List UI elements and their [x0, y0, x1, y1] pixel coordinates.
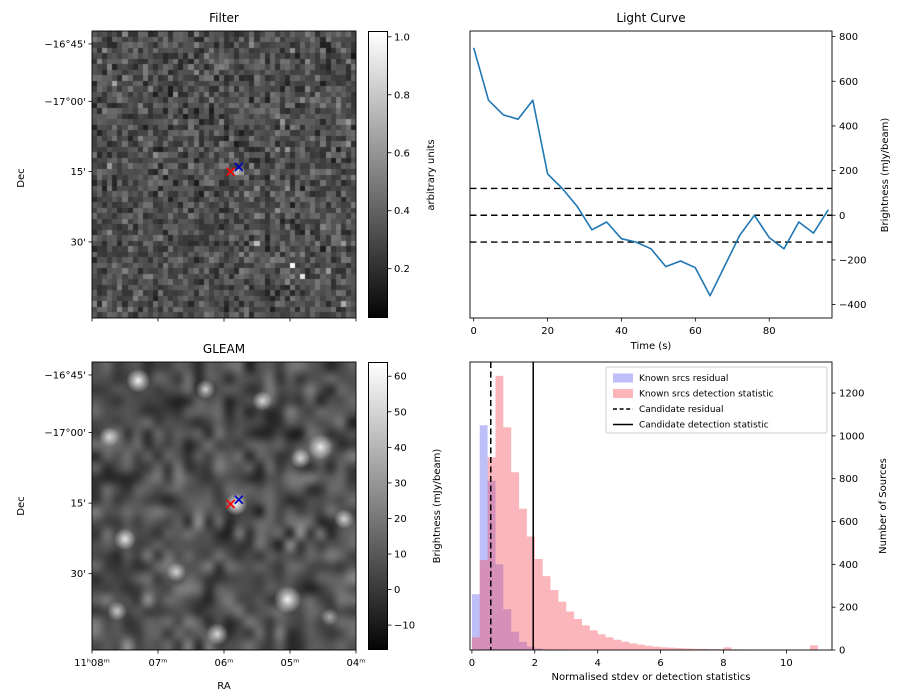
hist-ytick-label: 200 [839, 603, 858, 614]
gleam-cbar-tick-label: 40 [394, 443, 407, 454]
filter-marker-x [234, 162, 244, 172]
legend-label: Known srcs detection statistic [639, 390, 774, 400]
gleam-cbar-tick-label: 0 [394, 585, 400, 596]
arbitrary-units-label: arbitrary units [426, 139, 437, 210]
gleam-xtick-label: 06ᵐ [215, 658, 234, 669]
lc-xtick-label: 40 [615, 326, 628, 337]
brightness-axis-label: Brightness (mJy/beam) [880, 118, 891, 233]
hist-series-1 [471, 375, 826, 650]
gleam-cbar-tick-label: 10 [394, 550, 407, 561]
histogram-frame [469, 361, 833, 651]
filter-cbar-tick-label: 0.4 [394, 206, 410, 217]
hist-ytick-label: 1000 [839, 431, 864, 442]
hist-xtick-label: 10 [780, 658, 793, 669]
gleam-xtick-label: 07ᵐ [149, 658, 168, 669]
lightcurve-title: Light Curve [616, 11, 685, 25]
filter-cbar-tick-label: 0.2 [394, 264, 410, 275]
lc-xtick-label: 0 [471, 326, 477, 337]
filter-cbar-tick-label: 1.0 [394, 32, 410, 43]
gleam-xtick-label: 04ᵐ [347, 658, 366, 669]
dec-axis-label-filter: Dec [16, 168, 27, 187]
gleam-cbar-tick-label: 30 [394, 478, 407, 489]
gleam-cbar-tick-label: 20 [394, 514, 407, 525]
filter-ytick-label: −17°00' [44, 97, 86, 108]
gleam-cbar-tick-label: 50 [394, 407, 407, 418]
gleam-ytick-label: 30' [71, 569, 86, 580]
gleam-cbar-tick-label: −10 [394, 621, 415, 632]
hist-xtick-label: 4 [595, 658, 601, 669]
legend-label: Candidate residual [639, 405, 724, 415]
hist-xtick-label: 6 [657, 658, 663, 669]
hist-xtick-label: 2 [532, 658, 538, 669]
lc-ytick-label: −200 [839, 255, 866, 266]
gleam-xtick-label: 11ʰ08ᵐ [74, 658, 110, 669]
filter-cbar-tick-label: 0.6 [394, 148, 410, 159]
lc-ytick-label: 600 [839, 77, 858, 88]
lc-ytick-label: −400 [839, 300, 866, 311]
gleam-cbar-tick-label: 60 [394, 372, 407, 383]
lc-xtick-label: 20 [541, 326, 554, 337]
lc-xtick-label: 60 [689, 326, 702, 337]
hist-ytick-label: 600 [839, 517, 858, 528]
hist-ytick-label: 0 [839, 646, 845, 657]
gleam-ytick-label: 15' [71, 499, 86, 510]
filter-ytick-label: 15' [71, 167, 86, 178]
gleam-colorbar [368, 362, 388, 650]
filter-colorbar [368, 31, 388, 318]
hist-xtick-label: 0 [469, 658, 475, 669]
time-axis-label: Time (s) [630, 341, 672, 352]
hist-series-0 [471, 425, 567, 650]
number-of-sources-label: Number of Sources [878, 458, 889, 554]
filter-ytick-label: 30' [71, 237, 86, 248]
filter-frame [91, 30, 357, 319]
gleam-marker-x [234, 495, 244, 505]
legend-swatch-patch [613, 373, 633, 383]
gleam-title: GLEAM [203, 342, 245, 356]
light-curve-line [472, 47, 829, 297]
hist-ytick-label: 800 [839, 474, 858, 485]
gleam-colorbar-label: Brightness (mJy/beam) [432, 449, 443, 564]
gleam-xtick-label: 05ᵐ [281, 658, 300, 669]
legend-swatch-patch [613, 389, 633, 398]
hist-x-axis-label: Normalised stdev or detection statistics [552, 672, 751, 683]
ra-axis-label: RA [217, 681, 231, 692]
filter-marker-x [225, 167, 236, 177]
lc-ytick-label: 0 [839, 211, 845, 222]
dec-axis-label-gleam: Dec [16, 496, 27, 515]
filter-title: Filter [209, 11, 239, 25]
lc-ytick-label: 800 [839, 32, 858, 43]
filter-image [92, 31, 356, 318]
legend-label: Candidate detection statistic [639, 421, 769, 431]
gleam-image [92, 362, 356, 650]
hist-xtick-label: 8 [720, 658, 726, 669]
hist-ytick-label: 1200 [839, 389, 864, 400]
legend-box [605, 366, 828, 434]
lc-xtick-label: 80 [763, 326, 776, 337]
hist-ytick-label: 400 [839, 560, 858, 571]
lightcurve-frame [469, 30, 833, 319]
filter-ytick-label: −16°45' [44, 39, 86, 50]
lc-ytick-label: 400 [839, 121, 858, 132]
gleam-ytick-label: −17°00' [44, 428, 86, 439]
gleam-frame [91, 361, 357, 651]
lc-ytick-label: 200 [839, 166, 858, 177]
gleam-marker-x [225, 499, 236, 509]
filter-cbar-tick-label: 0.8 [394, 90, 410, 101]
gleam-ytick-label: −16°45' [44, 370, 86, 381]
legend-label: Known srcs residual [639, 374, 728, 384]
